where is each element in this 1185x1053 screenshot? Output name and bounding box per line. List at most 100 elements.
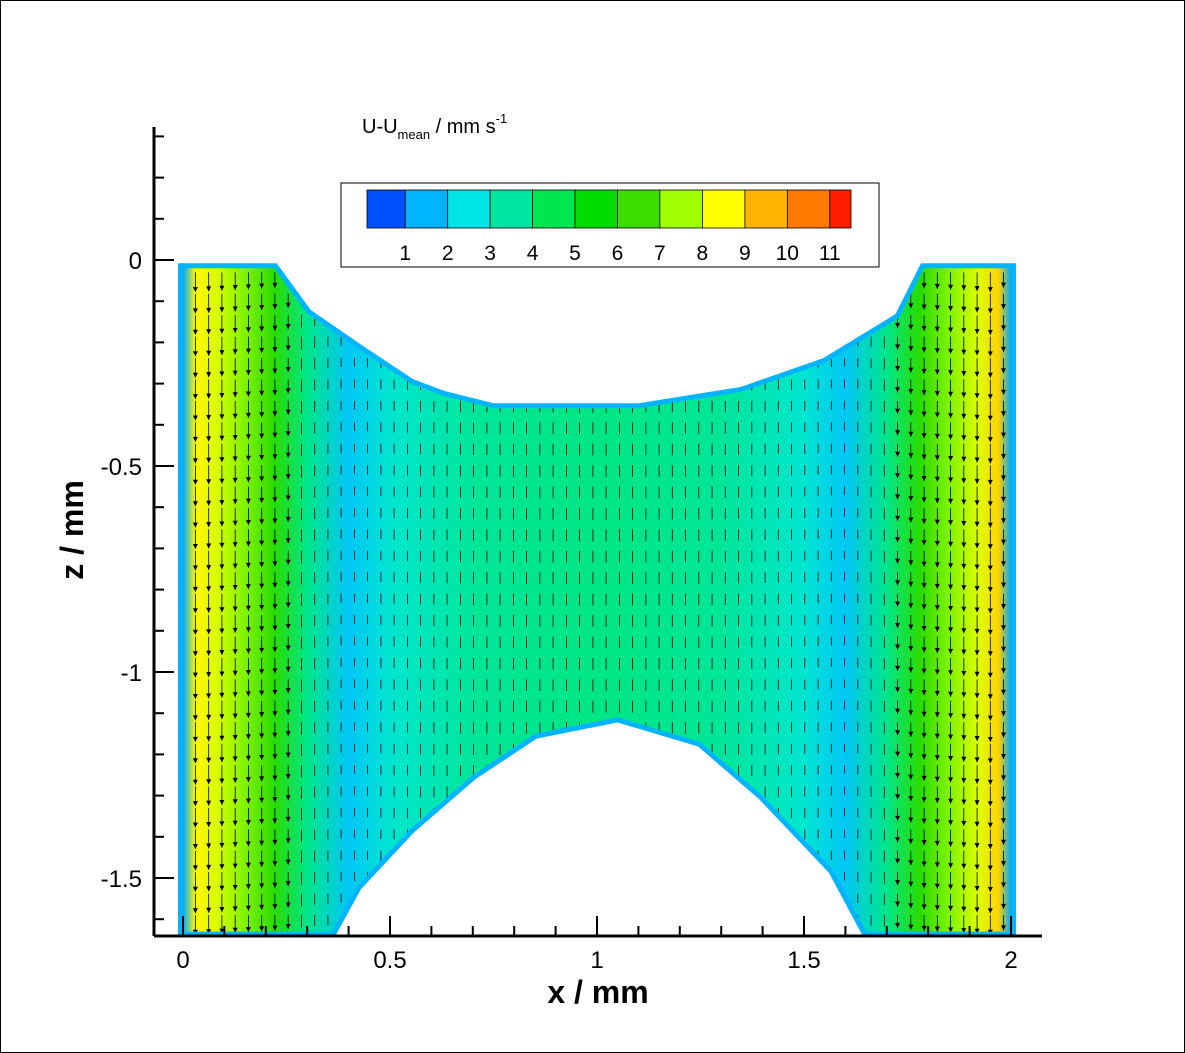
velocity-vector-head [987,715,993,721]
velocity-vector-head [908,603,914,609]
velocity-vector-head [961,863,967,869]
velocity-vector-head [1001,711,1006,717]
velocity-vector-head [285,538,291,544]
velocity-vector-head [934,798,940,804]
velocity-vector-head [948,370,954,376]
velocity-vector-head [895,901,901,907]
velocity-vector-head [921,818,927,824]
velocity-vector-head [895,665,901,671]
velocity-vector-head [895,837,901,843]
velocity-vector-head [232,927,238,932]
velocity-vector-head [895,408,901,414]
velocity-vector-head [895,515,901,521]
velocity-vector-head [908,410,914,416]
velocity-vector-head [219,842,225,848]
velocity-vector-head [921,326,927,331]
velocity-vector-head [192,308,198,314]
velocity-vector-head [219,757,225,763]
velocity-vector-head [961,842,967,848]
velocity-vector-head [908,710,914,716]
colorbar-title-main: U-U [362,116,398,138]
colorbar-segment [404,189,449,229]
velocity-vector-head [961,413,967,419]
velocity-vector-head [192,329,198,335]
velocity-vector-head [961,649,967,655]
velocity-vector-head [895,301,901,307]
velocity-vector-head [934,669,940,675]
velocity-vector-head [206,457,212,463]
velocity-vector-head [908,346,914,352]
velocity-vector-head [961,692,967,698]
velocity-vector-head [987,544,993,550]
velocity-vector-head [245,627,251,633]
velocity-vector-head [272,797,278,802]
velocity-vector-head [192,479,198,485]
velocity-vector-head [934,840,940,846]
velocity-vector-head [285,345,291,351]
velocity-vector-head [206,822,212,827]
velocity-vector-head [1001,818,1006,824]
velocity-vector-head [934,755,940,761]
velocity-vector-head [961,478,967,484]
velocity-vector-head [934,562,940,568]
velocity-vector-head [974,714,980,720]
colorbar-label: 4 [527,242,539,265]
velocity-vector-head [895,923,901,928]
velocity-vector-head [974,543,980,549]
velocity-vector-head [206,693,212,699]
velocity-vector-head [934,433,940,439]
velocity-vector-head [245,348,251,354]
velocity-vector-head [987,844,993,850]
velocity-vector-head [206,629,212,635]
velocity-vector-head [921,347,927,353]
velocity-vector-head [961,499,967,505]
velocity-vector-head [245,477,251,483]
velocity-vector-head [192,629,198,635]
velocity-vector-head [192,586,198,592]
velocity-vector-head [245,455,251,461]
colorbar-label: 3 [484,242,496,265]
velocity-vector-head [974,693,980,699]
velocity-vector-head [259,862,265,868]
velocity-vector-head [192,458,198,464]
velocity-vector-head [1001,411,1006,417]
velocity-vector-head [219,500,225,506]
velocity-vector-head [206,714,212,720]
velocity-vector-head [1001,925,1006,931]
velocity-vector-head [908,838,914,844]
velocity-vector-head [908,431,914,437]
velocity-vector-head [948,606,954,611]
velocity-vector-head [961,628,967,634]
velocity-vector-head [961,371,967,377]
y-tick-label: -1 [121,660,142,687]
velocity-vector-head [192,672,198,678]
velocity-vector-head [1001,496,1006,502]
velocity-vector-head [948,541,954,547]
velocity-vector-head [908,667,914,673]
colorbar-labels: 1 2 3 4 5 6 7 8 9 10 11 [399,242,840,265]
velocity-vector-head [921,883,927,889]
velocity-vector-head [908,303,914,309]
velocity-vector-head [948,713,954,719]
velocity-vector-head [206,522,212,528]
velocity-vector-head [934,691,940,696]
velocity-vector-head [934,583,940,589]
velocity-vector-head [987,458,993,464]
velocity-vector-head [272,282,278,288]
velocity-vector-head [921,604,927,610]
velocity-vector-head [259,840,265,846]
velocity-vector-head [974,286,980,292]
velocity-vector-head [272,518,278,524]
velocity-vector-head [974,329,980,334]
velocity-vector-head [934,819,940,825]
velocity-vector-head [219,307,225,313]
colorbar: 1 2 3 4 5 6 7 8 9 10 11 U-Umean / mm s-1 [340,111,880,268]
velocity-vector-head [921,668,927,674]
x-axis-title: x / mm [547,974,648,1010]
velocity-vector-head [219,714,225,720]
velocity-vector-head [259,519,265,525]
velocity-vector-head [272,775,278,781]
velocity-vector-head [1001,539,1006,545]
velocity-vector-head [1001,903,1006,909]
